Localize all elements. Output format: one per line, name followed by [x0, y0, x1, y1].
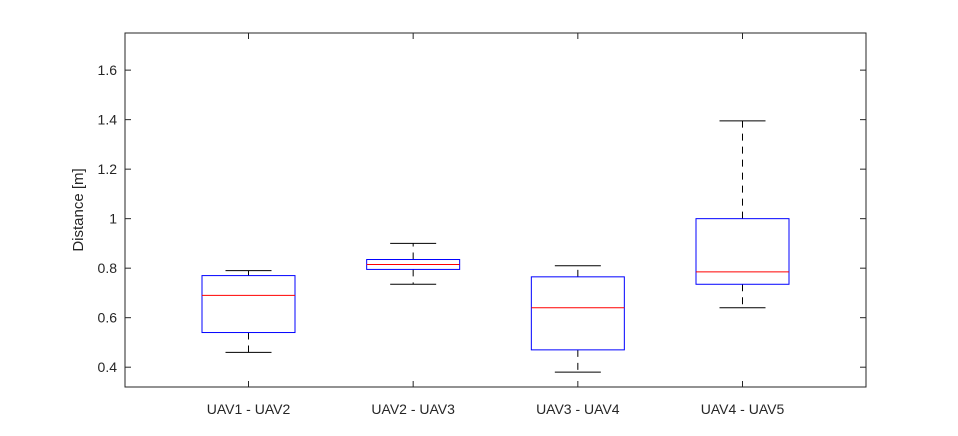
box-3: [530, 265, 625, 373]
box-4: [695, 120, 790, 309]
x-axis: UAV1 - UAV2 UAV2 - UAV3 UAV3 - UAV4 UAV4 - …: [207, 33, 785, 417]
x-tick-label: UAV1 - UAV2: [207, 401, 291, 417]
y-tick-label: 0.6: [98, 310, 118, 326]
y-tick-label: 0.4: [98, 359, 118, 375]
iqr-box: [530, 276, 625, 351]
x-tick-label: UAV4 - UAV5: [701, 401, 785, 417]
y-tick-label: 0.8: [98, 260, 118, 276]
x-tick-label: UAV2 - UAV3: [371, 401, 455, 417]
box-1: [201, 270, 296, 353]
y-axis: 0.4 0.6 0.8 1 1.2 1.4 1.6: [98, 62, 866, 375]
x-tick-label: UAV3 - UAV4: [536, 401, 620, 417]
box-2: [366, 242, 461, 285]
y-axis-label: Distance [m]: [70, 168, 87, 251]
y-tick-label: 1.4: [98, 112, 118, 128]
plot-area: [124, 32, 867, 388]
y-tick-label: 1.2: [98, 161, 118, 177]
boxes: [201, 120, 790, 373]
iqr-box: [695, 218, 790, 285]
y-tick-label: 1: [109, 211, 117, 227]
iqr-box: [201, 275, 296, 334]
y-tick-label: 1.6: [98, 62, 118, 78]
